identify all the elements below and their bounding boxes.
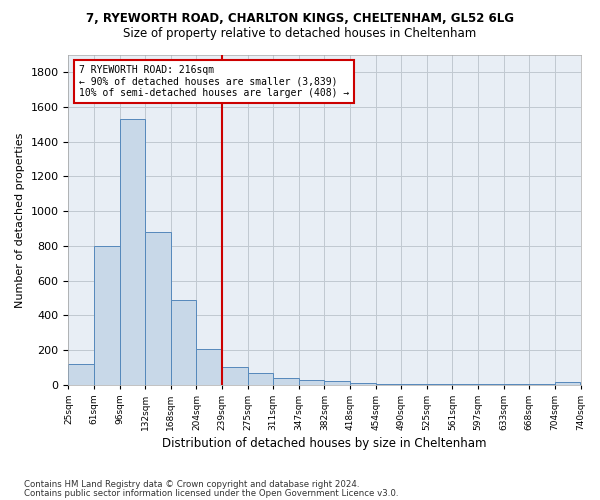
Bar [325,381,350,384]
Bar [555,382,580,384]
Text: Contains HM Land Registry data © Crown copyright and database right 2024.: Contains HM Land Registry data © Crown c… [24,480,359,489]
Bar [68,364,94,384]
Y-axis label: Number of detached properties: Number of detached properties [15,132,25,308]
Bar [273,378,299,384]
Bar [171,300,196,384]
Bar [248,374,273,384]
X-axis label: Distribution of detached houses by size in Cheltenham: Distribution of detached houses by size … [162,437,487,450]
Bar [222,368,248,384]
Text: Size of property relative to detached houses in Cheltenham: Size of property relative to detached ho… [124,28,476,40]
Bar [145,232,171,384]
Text: 7 RYEWORTH ROAD: 216sqm
← 90% of detached houses are smaller (3,839)
10% of semi: 7 RYEWORTH ROAD: 216sqm ← 90% of detache… [79,65,349,98]
Text: 7, RYEWORTH ROAD, CHARLTON KINGS, CHELTENHAM, GL52 6LG: 7, RYEWORTH ROAD, CHARLTON KINGS, CHELTE… [86,12,514,26]
Bar [94,246,119,384]
Bar [299,380,325,384]
Bar [196,349,222,384]
Bar [119,119,145,384]
Text: Contains public sector information licensed under the Open Government Licence v3: Contains public sector information licen… [24,488,398,498]
